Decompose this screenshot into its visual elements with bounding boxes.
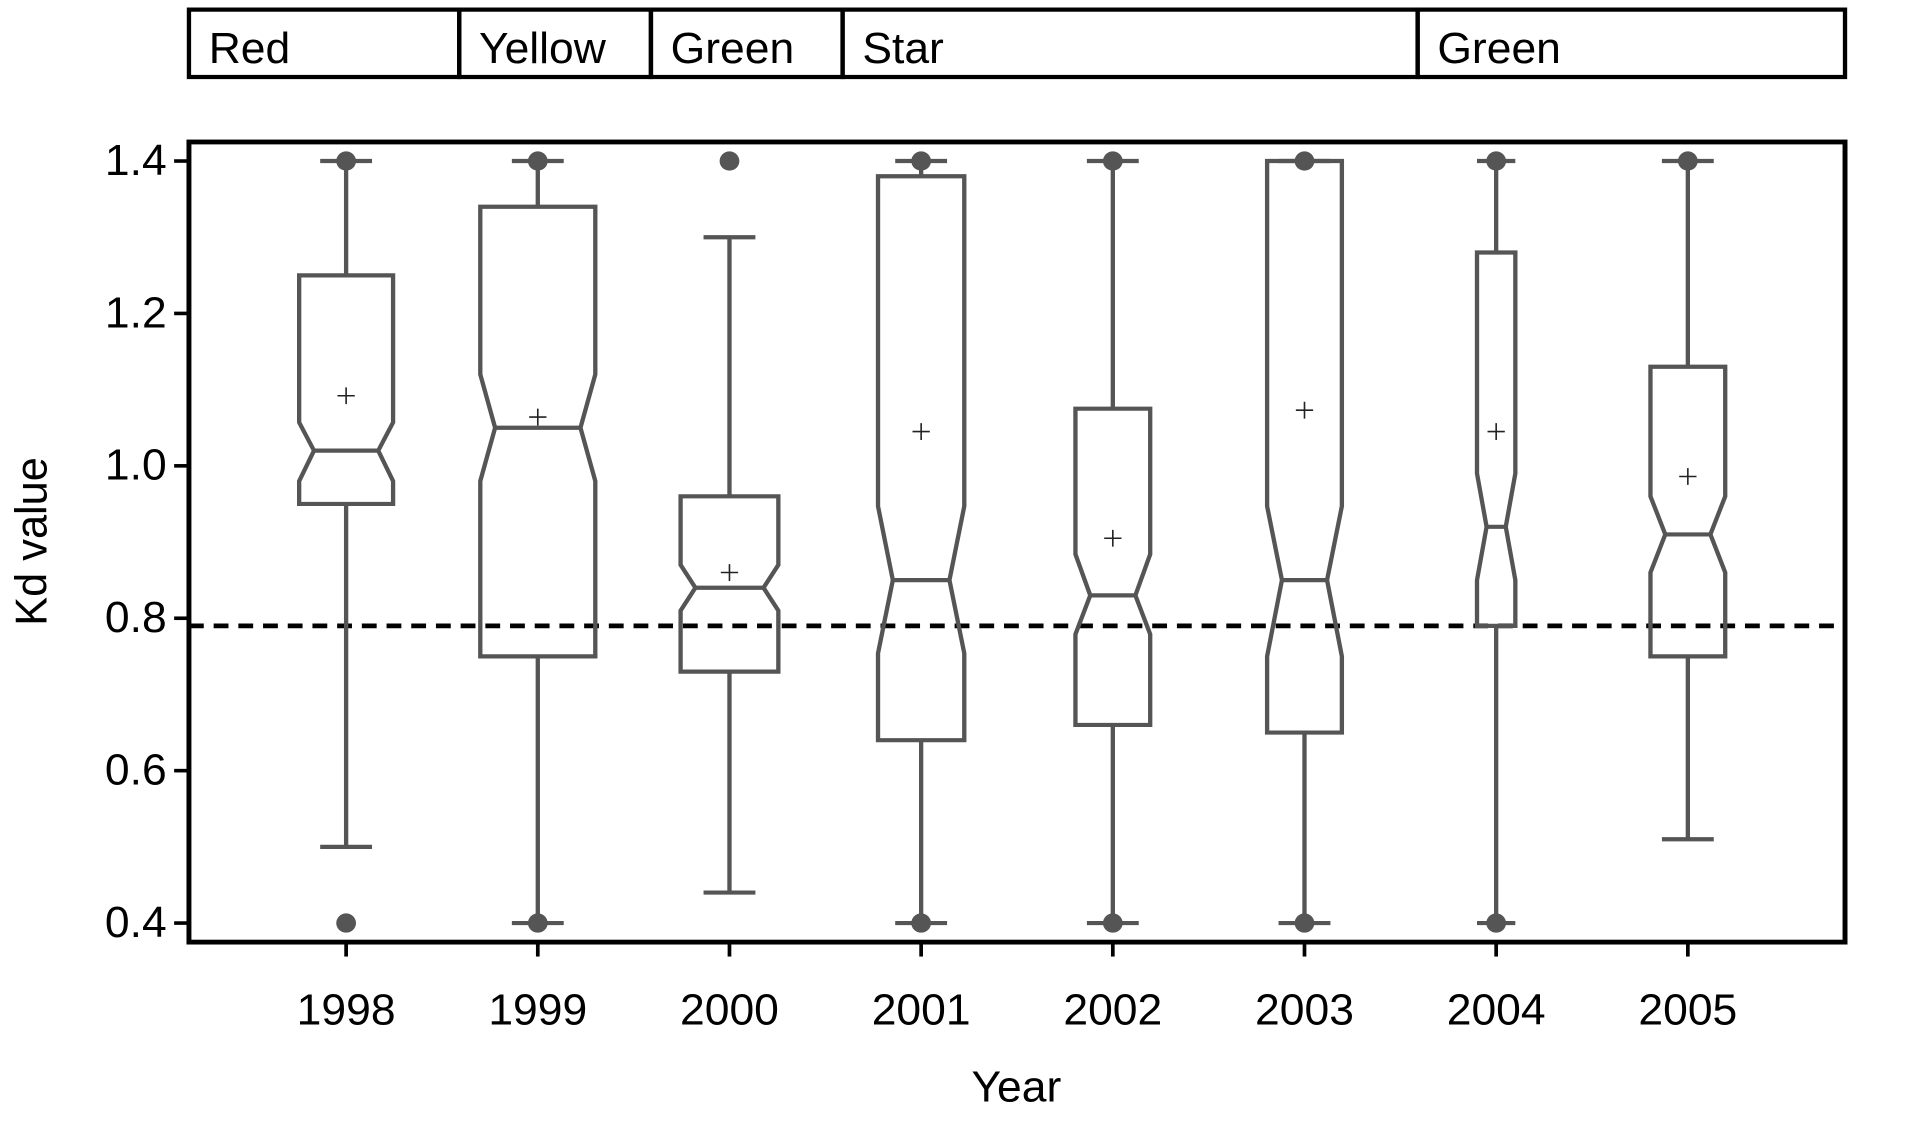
plot-frame	[186, 139, 1848, 945]
x-tick-label: 2003	[1255, 986, 1354, 1034]
outlier	[1102, 151, 1123, 171]
x-tick-label: 2004	[1447, 986, 1546, 1034]
outlier	[527, 913, 548, 933]
mean-marker	[1679, 468, 1697, 485]
x-tick-label: 2001	[872, 986, 971, 1034]
strip-label: Green	[671, 25, 795, 73]
y-tick-label: 0.8	[105, 594, 167, 642]
box	[1073, 406, 1153, 728]
box	[678, 494, 781, 674]
y-tick-label: 0.4	[105, 898, 167, 946]
x-tick-label: 1998	[297, 986, 396, 1034]
y-tick-label: 1.4	[105, 136, 167, 184]
outlier	[719, 151, 740, 171]
y-tick-label: 0.6	[105, 746, 167, 794]
box	[1648, 364, 1728, 659]
outlier	[1102, 913, 1123, 933]
strip-label: Red	[209, 25, 291, 73]
x-tick-label: 2000	[680, 986, 779, 1034]
outlier	[1677, 151, 1698, 171]
x-tick-label: 2005	[1638, 986, 1737, 1034]
y-tick-label: 1.0	[105, 441, 167, 489]
outlier	[1486, 913, 1507, 933]
mean-marker	[1295, 401, 1314, 419]
outlier	[527, 151, 548, 171]
outlier	[1294, 151, 1315, 171]
mean-marker	[1487, 423, 1505, 440]
mean-marker	[912, 423, 930, 440]
outlier	[911, 151, 932, 171]
strip-label: Yellow	[479, 25, 606, 73]
outlier	[1486, 151, 1507, 171]
box	[478, 204, 598, 659]
mean-marker	[337, 387, 355, 405]
mean-marker	[529, 408, 547, 426]
x-tick-label: 2002	[1063, 986, 1162, 1034]
strip-label: Star	[862, 25, 944, 73]
outlier	[911, 913, 932, 933]
outlier	[336, 913, 357, 933]
mean-marker	[1104, 529, 1122, 547]
x-axis-label: Year	[971, 1063, 1061, 1111]
box	[1474, 250, 1518, 628]
y-axis-label: Kd value	[7, 457, 57, 626]
outlier	[1294, 913, 1315, 933]
box	[875, 174, 967, 743]
x-tick-label: 1999	[488, 986, 587, 1034]
mean-marker	[720, 564, 739, 581]
strip-label: Green	[1437, 25, 1561, 73]
box	[1264, 158, 1345, 735]
strip-cell	[1415, 7, 1848, 80]
outlier	[336, 151, 357, 171]
y-tick-label: 1.2	[105, 289, 167, 337]
box	[296, 273, 396, 507]
